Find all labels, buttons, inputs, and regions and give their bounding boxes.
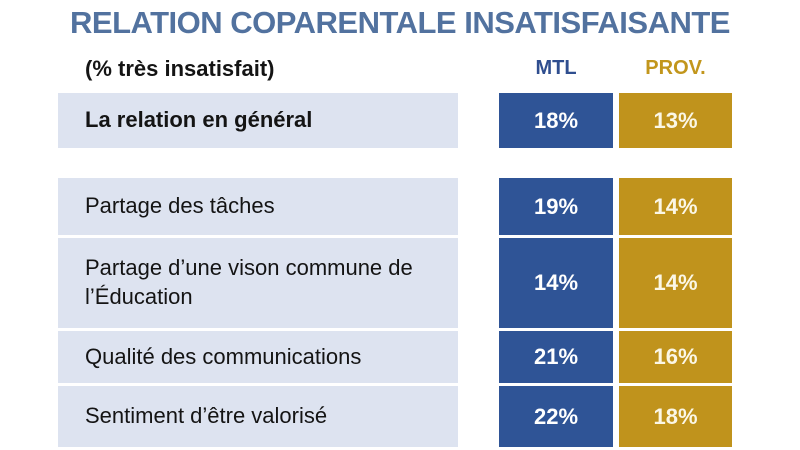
column-gap xyxy=(458,386,499,447)
mtl-value-cell: 22% xyxy=(499,386,613,447)
row-label: Partage d’une vison commune de l’Éducati… xyxy=(85,255,413,309)
prov-value-cell: 14% xyxy=(619,238,732,328)
column-gap xyxy=(458,178,499,235)
row-label-cell: Partage des tâches xyxy=(58,178,458,235)
mtl-value-cell: 18% xyxy=(499,93,613,148)
row-label: Partage des tâches xyxy=(85,193,275,219)
row-label: La relation en général xyxy=(85,107,313,133)
table-row: Partage des tâches 19% 14% xyxy=(58,178,732,235)
prov-value-cell: 14% xyxy=(619,178,732,235)
mtl-value-cell: 19% xyxy=(499,178,613,235)
row-label-cell: La relation en général xyxy=(58,93,458,148)
page-title: RELATION COPARENTALE INSATISFAISANTE xyxy=(70,5,731,40)
table-row: Partage d’une vison commune de l’Éducati… xyxy=(58,238,732,328)
column-header-prov: PROV. xyxy=(645,57,706,79)
table-row: Qualité des communications 21% 16% xyxy=(58,331,732,383)
table-row: Sentiment d’être valorisé 22% 18% xyxy=(58,386,732,447)
row-label: Sentiment d’être valorisé xyxy=(85,403,328,429)
table-row: La relation en général 18% 13% xyxy=(58,93,732,148)
mtl-value-cell: 21% xyxy=(499,331,613,383)
row-label: Qualité des communications xyxy=(85,343,362,369)
column-gap xyxy=(458,93,499,148)
row-label-cell: Qualité des communications xyxy=(58,331,458,383)
column-gap xyxy=(458,238,499,328)
prov-value-cell: 18% xyxy=(619,386,732,447)
mtl-value-cell: 14% xyxy=(499,238,613,328)
row-label-cell: Partage d’une vison commune de l’Éducati… xyxy=(58,238,458,328)
row-label-cell: Sentiment d’être valorisé xyxy=(58,386,458,447)
prov-value-cell: 13% xyxy=(619,93,732,148)
table-subtitle: (% très insatisfait) xyxy=(85,56,275,81)
column-gap xyxy=(458,331,499,383)
prov-value-cell: 16% xyxy=(619,331,732,383)
column-header-mtl: MTL xyxy=(535,57,577,79)
